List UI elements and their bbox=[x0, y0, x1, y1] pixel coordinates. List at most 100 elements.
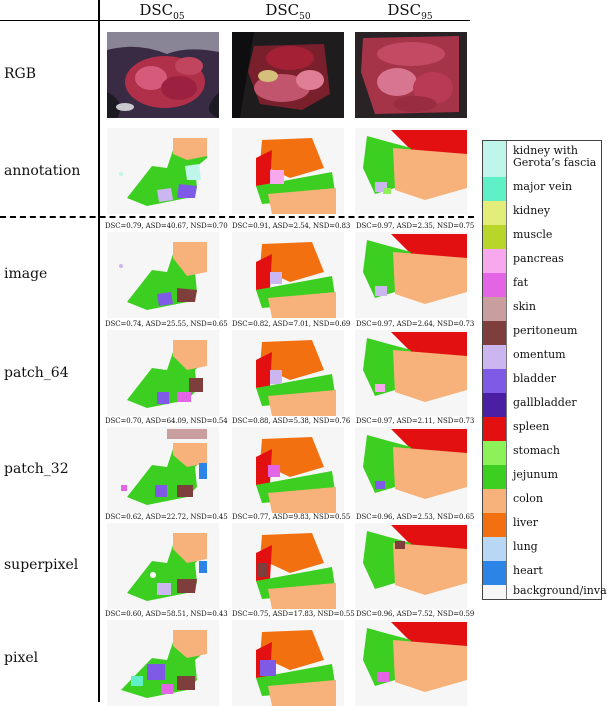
rgb-photo-dsc95 bbox=[355, 32, 467, 118]
metric-patch32-dsc05: DSC=0.70, ASD=64.09, NSD=0.54 bbox=[105, 417, 228, 425]
legend-swatch bbox=[483, 465, 507, 489]
legend-swatch bbox=[483, 297, 507, 321]
legend-swatch bbox=[483, 141, 507, 177]
superpixel-mask-dsc50 bbox=[232, 523, 344, 609]
legend-swatch bbox=[483, 321, 507, 345]
metric-superpixel-dsc50: DSC=0.77, ASD=9.83, NSD=0.55 bbox=[232, 513, 351, 521]
legend-label: fat bbox=[513, 276, 529, 289]
patch32-mask-dsc95 bbox=[355, 427, 467, 513]
legend-item-major-vein: major vein bbox=[483, 177, 601, 201]
metric-pixel-dsc95: DSC=0.96, ASD=7.52, NSD=0.59 bbox=[356, 610, 475, 618]
row-label-superpixel: superpixel bbox=[4, 557, 79, 573]
patch32-mask-dsc05 bbox=[107, 427, 219, 513]
legend-label: spleen bbox=[513, 420, 550, 433]
label-column-rule bbox=[98, 0, 100, 702]
legend-label: pancreas bbox=[513, 252, 564, 265]
metric-pixel-dsc05: DSC=0.60, ASD=58.51, NSD=0.43 bbox=[105, 610, 228, 618]
image-mask-dsc95 bbox=[355, 232, 467, 318]
legend-swatch bbox=[483, 417, 507, 441]
rgb-photo-dsc05 bbox=[107, 32, 219, 118]
legend-label: lung bbox=[513, 540, 538, 553]
metric-patch64-dsc95: DSC=0.97, ASD=2.64, NSD=0.73 bbox=[356, 320, 475, 328]
metric-image-dsc95: DSC=0.97, ASD=2.35, NSD=0.75 bbox=[356, 222, 475, 230]
row-label-patch64: patch_64 bbox=[4, 365, 69, 381]
legend-label: peritoneum bbox=[513, 324, 578, 337]
header-rule bbox=[0, 20, 470, 21]
legend-label: gallbladder bbox=[513, 396, 577, 409]
annotation-mask-dsc50 bbox=[232, 128, 344, 214]
metric-superpixel-dsc05: DSC=0.62, ASD=22.72, NSD=0.45 bbox=[105, 513, 228, 521]
class-legend: kidney with Gerota’s fascia major vein k… bbox=[482, 140, 607, 600]
legend-label: bladder bbox=[513, 372, 556, 385]
row-label-patch32: patch_32 bbox=[4, 461, 69, 477]
metric-image-dsc05: DSC=0.79, ASD=40.67, NSD=0.70 bbox=[105, 222, 228, 230]
pixel-mask-dsc05 bbox=[107, 620, 219, 706]
annotation-mask-dsc95 bbox=[355, 128, 467, 214]
legend-item-skin: skin bbox=[483, 297, 601, 321]
legend-swatch bbox=[483, 537, 507, 561]
legend-item-jejunum: jejunum bbox=[483, 465, 601, 489]
legend-item-peritoneum: peritoneum bbox=[483, 321, 601, 345]
superpixel-mask-dsc95 bbox=[355, 523, 467, 609]
legend-item-colon: colon bbox=[483, 489, 601, 513]
legend-label: colon bbox=[513, 492, 544, 505]
pixel-mask-dsc95 bbox=[355, 620, 467, 706]
metric-pixel-dsc50: DSC=0.75, ASD=17.83, NSD=0.55 bbox=[232, 610, 355, 618]
pixel-mask-dsc50 bbox=[232, 620, 344, 706]
row-label-annotation: annotation bbox=[4, 163, 81, 179]
legend-item-bladder: bladder bbox=[483, 369, 601, 393]
legend-swatch bbox=[483, 177, 507, 201]
legend-item-stomach: stomach bbox=[483, 441, 601, 465]
metric-patch32-dsc95: DSC=0.97, ASD=2.11, NSD=0.73 bbox=[356, 417, 475, 425]
legend-item-gallbladder: gallbladder bbox=[483, 393, 601, 417]
legend-swatch bbox=[483, 273, 507, 297]
patch32-mask-dsc50 bbox=[232, 427, 344, 513]
legend-swatch bbox=[483, 513, 507, 537]
legend-label: muscle bbox=[513, 228, 553, 241]
legend-item-background: background/invalid bbox=[483, 585, 607, 599]
legend-item-kidney: kidney bbox=[483, 201, 601, 225]
legend-label: skin bbox=[513, 300, 536, 313]
legend-swatch bbox=[483, 441, 507, 465]
legend-swatch bbox=[483, 369, 507, 393]
patch64-mask-dsc05 bbox=[107, 330, 219, 416]
legend-item-fat: fat bbox=[483, 273, 601, 297]
column-header-dsc50: DSC50 bbox=[265, 1, 311, 22]
legend-item-muscle: muscle bbox=[483, 225, 601, 249]
patch64-mask-dsc95 bbox=[355, 330, 467, 416]
legend-label: liver bbox=[513, 516, 539, 529]
image-mask-dsc05 bbox=[107, 232, 219, 318]
metric-patch64-dsc05: DSC=0.74, ASD=25.55, NSD=0.65 bbox=[105, 320, 228, 328]
legend-swatch bbox=[483, 585, 507, 599]
legend-item-pancreas: pancreas bbox=[483, 249, 601, 273]
legend-label: jejunum bbox=[513, 468, 559, 481]
row-label-pixel: pixel bbox=[4, 650, 39, 666]
legend-swatch bbox=[483, 345, 507, 369]
row-label-image: image bbox=[4, 266, 48, 282]
column-header-dsc95: DSC95 bbox=[387, 1, 433, 22]
legend-item-liver: liver bbox=[483, 513, 601, 537]
legend-label: major vein bbox=[513, 180, 573, 193]
legend-item-omentum: omentum bbox=[483, 345, 601, 369]
legend-swatch bbox=[483, 393, 507, 417]
legend-swatch bbox=[483, 561, 507, 585]
legend-label: kidney with Gerota’s fascia bbox=[513, 144, 597, 169]
row-label-rgb: RGB bbox=[4, 66, 37, 82]
metric-patch32-dsc50: DSC=0.88, ASD=5.38, NSD=0.76 bbox=[232, 417, 351, 425]
metric-superpixel-dsc95: DSC=0.96, ASD=2.53, NSD=0.65 bbox=[356, 513, 475, 521]
image-mask-dsc50 bbox=[232, 232, 344, 318]
legend-swatch bbox=[483, 249, 507, 273]
legend-item-heart: heart bbox=[483, 561, 601, 585]
annotation-mask-dsc05 bbox=[107, 128, 219, 214]
column-header-dsc05: DSC05 bbox=[139, 1, 185, 22]
metric-patch64-dsc50: DSC=0.82, ASD=7.01, NSD=0.69 bbox=[232, 320, 351, 328]
legend-label: heart bbox=[513, 564, 543, 577]
legend-label: kidney bbox=[513, 204, 551, 217]
annotation-separator bbox=[0, 216, 474, 218]
legend-swatch bbox=[483, 225, 507, 249]
legend-swatch bbox=[483, 201, 507, 225]
legend-item-spleen: spleen bbox=[483, 417, 601, 441]
legend-item-lung: lung bbox=[483, 537, 601, 561]
legend-item-kidney-gerota: kidney with Gerota’s fascia bbox=[483, 141, 601, 177]
superpixel-mask-dsc05 bbox=[107, 523, 219, 609]
